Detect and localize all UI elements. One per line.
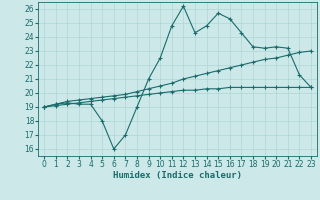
X-axis label: Humidex (Indice chaleur): Humidex (Indice chaleur) [113,171,242,180]
